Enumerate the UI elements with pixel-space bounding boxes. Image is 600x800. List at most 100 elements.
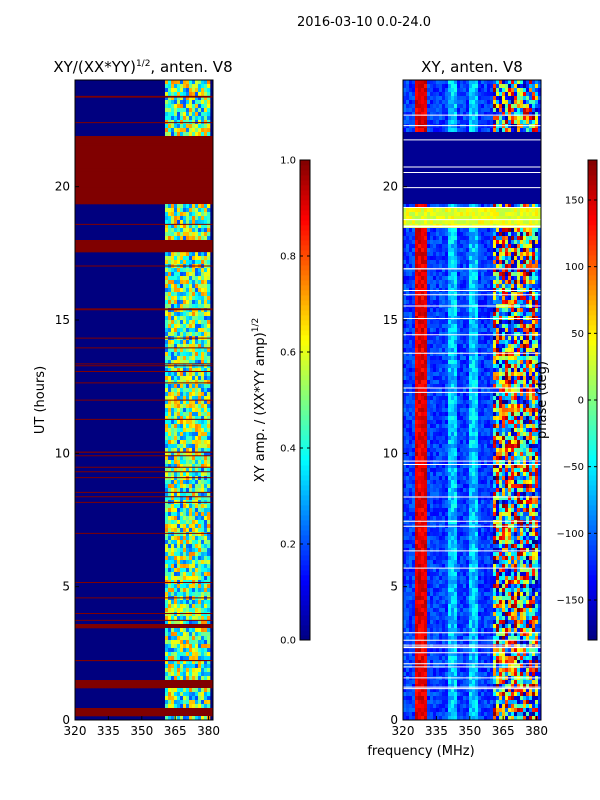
heatmap-cell bbox=[81, 144, 85, 149]
heatmap-cell bbox=[201, 160, 205, 165]
heatmap-cell bbox=[442, 160, 446, 165]
heatmap-cell bbox=[430, 204, 434, 209]
heatmap-cell bbox=[445, 128, 449, 133]
heatmap-cell bbox=[210, 172, 214, 177]
heatmap-cell bbox=[198, 192, 202, 197]
heatmap-cell bbox=[469, 112, 473, 117]
heatmap-cell bbox=[105, 244, 109, 249]
heatmap-cell bbox=[409, 168, 413, 173]
heatmap-cell bbox=[511, 148, 515, 153]
heatmap-cell bbox=[421, 212, 425, 217]
heatmap-cell bbox=[177, 456, 181, 461]
colorbar-segment bbox=[300, 380, 310, 386]
heatmap-cell bbox=[189, 388, 193, 393]
heatmap-cell bbox=[135, 140, 139, 145]
heatmap-cell bbox=[430, 112, 434, 117]
heatmap-cell bbox=[189, 224, 193, 229]
heatmap-cell bbox=[177, 404, 181, 409]
heatmap-cell bbox=[150, 140, 154, 145]
heatmap-cell bbox=[430, 116, 434, 121]
heatmap-cell bbox=[198, 124, 202, 129]
colorbar-segment bbox=[300, 615, 310, 621]
heatmap-cell bbox=[159, 140, 163, 145]
heatmap-cell bbox=[183, 444, 187, 449]
heatmap-cell bbox=[526, 192, 530, 197]
heatmap-cell bbox=[129, 200, 133, 205]
heatmap-cell bbox=[186, 340, 190, 345]
heatmap-cell bbox=[201, 412, 205, 417]
heatmap-cell bbox=[466, 116, 470, 121]
heatmap-cell bbox=[478, 112, 482, 117]
heatmap-cell bbox=[171, 444, 175, 449]
heatmap-cell bbox=[463, 164, 467, 169]
heatmap-cell bbox=[174, 232, 178, 237]
heatmap-cell bbox=[463, 208, 467, 213]
heatmap-cell bbox=[141, 136, 145, 141]
colorbar-segment bbox=[300, 395, 310, 401]
heatmap-cell bbox=[505, 80, 509, 85]
heatmap-cell bbox=[496, 168, 500, 173]
heatmap-cell bbox=[511, 200, 515, 205]
heatmap-cell bbox=[204, 260, 208, 265]
heatmap-cell bbox=[192, 504, 196, 509]
heatmap-cell bbox=[210, 164, 214, 169]
heatmap-cell bbox=[466, 92, 470, 97]
heatmap-cell bbox=[538, 104, 542, 109]
heatmap-cell bbox=[499, 196, 503, 201]
heatmap-cell bbox=[496, 116, 500, 121]
heatmap-cell bbox=[174, 484, 178, 489]
heatmap-cell bbox=[198, 332, 202, 337]
colorbar-segment bbox=[300, 290, 310, 296]
heatmap-cell bbox=[177, 600, 181, 605]
heatmap-cell bbox=[198, 96, 202, 101]
heatmap-cell bbox=[180, 196, 184, 201]
heatmap-cell bbox=[439, 144, 443, 149]
heatmap-cell bbox=[108, 180, 112, 185]
heatmap-cell bbox=[123, 248, 127, 253]
heatmap-cell bbox=[177, 160, 181, 165]
heatmap-cell bbox=[189, 136, 193, 141]
heatmap-cell bbox=[174, 332, 178, 337]
heatmap-cell bbox=[84, 164, 88, 169]
heatmap-cell bbox=[183, 684, 187, 689]
heatmap-cell bbox=[466, 216, 470, 221]
heatmap-cell bbox=[183, 508, 187, 513]
heatmap-cell bbox=[177, 372, 181, 377]
heatmap-cell bbox=[451, 144, 455, 149]
heatmap-cell bbox=[415, 172, 419, 177]
heatmap-cell bbox=[427, 156, 431, 161]
heatmap-cell bbox=[195, 212, 199, 217]
heatmap-cell bbox=[532, 100, 536, 105]
heatmap-cell bbox=[433, 124, 437, 129]
heatmap-cell bbox=[180, 132, 184, 137]
heatmap-cell bbox=[535, 108, 539, 113]
heatmap-cell bbox=[207, 124, 211, 129]
heatmap-cell bbox=[192, 148, 196, 153]
heatmap-cell bbox=[168, 148, 172, 153]
heatmap-cell bbox=[210, 196, 214, 201]
heatmap-cell bbox=[177, 496, 181, 501]
heatmap-cell bbox=[180, 648, 184, 653]
heatmap-cell bbox=[102, 196, 106, 201]
heatmap-cell bbox=[448, 84, 452, 89]
heatmap-cell bbox=[189, 568, 193, 573]
heatmap-cell bbox=[168, 228, 172, 233]
heatmap-cell bbox=[156, 684, 160, 689]
heatmap-cell bbox=[180, 444, 184, 449]
heatmap-cell bbox=[448, 196, 452, 201]
heatmap-cell bbox=[204, 616, 208, 621]
heatmap-cell bbox=[472, 80, 476, 85]
heatmap-cell bbox=[207, 428, 211, 433]
heatmap-cell bbox=[475, 152, 479, 157]
heatmap-cell bbox=[111, 176, 115, 181]
heatmap-cell bbox=[183, 708, 187, 713]
heatmap-cell bbox=[201, 508, 205, 513]
heatmap-cell bbox=[201, 92, 205, 97]
heatmap-cell bbox=[177, 136, 181, 141]
heatmap-cell bbox=[198, 420, 202, 425]
heatmap-cell bbox=[195, 460, 199, 465]
heatmap-cell bbox=[129, 188, 133, 193]
heatmap-cell bbox=[168, 360, 172, 365]
heatmap-cell bbox=[192, 464, 196, 469]
heatmap-cell bbox=[207, 208, 211, 213]
